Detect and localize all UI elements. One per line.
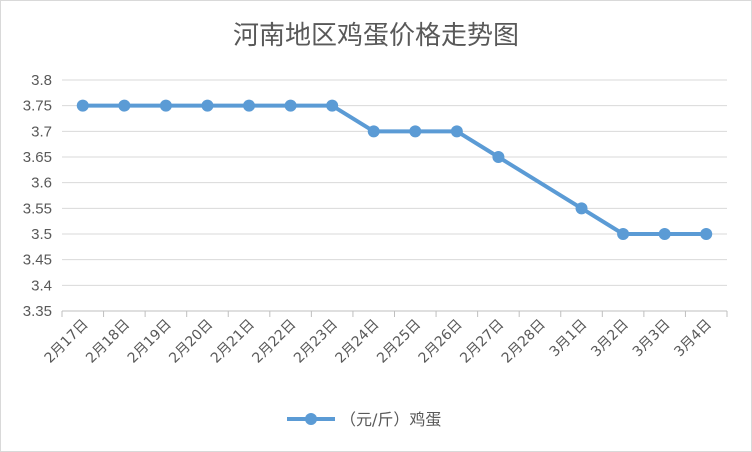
x-tick-label: 3月1日 bbox=[547, 317, 591, 361]
data-point bbox=[450, 125, 463, 138]
y-tick-label: 3.8 bbox=[31, 72, 52, 89]
x-tick-label: 2月28日 bbox=[499, 317, 549, 367]
data-point bbox=[284, 99, 297, 112]
y-tick-label: 3.7 bbox=[31, 123, 52, 140]
chart-title: 河南地区鸡蛋价格走势图 bbox=[233, 21, 519, 51]
axes bbox=[61, 310, 728, 317]
x-tick-label: 2月20日 bbox=[166, 317, 216, 367]
data-point bbox=[159, 99, 172, 112]
grid-lines bbox=[62, 79, 727, 312]
x-tick-label: 2月18日 bbox=[83, 317, 133, 367]
y-tick-label: 3.55 bbox=[23, 200, 52, 217]
data-point bbox=[658, 228, 671, 240]
x-tick-label: 2月27日 bbox=[457, 317, 507, 367]
x-tick-label: 3月2日 bbox=[588, 317, 632, 361]
data-point bbox=[76, 99, 89, 112]
x-tick-labels: 2月17日2月18日2月19日2月20日2月21日2月22日2月23日2月24日… bbox=[42, 317, 715, 367]
data-point bbox=[243, 99, 256, 112]
y-tick-label: 3.45 bbox=[23, 252, 52, 269]
x-tick-label: 2月24日 bbox=[333, 317, 383, 367]
data-point bbox=[492, 151, 505, 163]
y-tick-label: 3.65 bbox=[23, 149, 52, 166]
x-tick-label: 3月3日 bbox=[630, 317, 674, 361]
data-point bbox=[617, 228, 630, 240]
y-tick-label: 3.4 bbox=[31, 277, 52, 294]
y-tick-labels: 3.35 3.4 3.45 3.5 3.55 3.6 3.65 3.7 3.75 3.8 bbox=[23, 72, 52, 320]
data-point bbox=[575, 202, 588, 215]
data-point bbox=[326, 99, 339, 112]
legend-label: （元/斤）鸡蛋 bbox=[340, 410, 441, 429]
series-line-path bbox=[82, 103, 707, 236]
x-tick-label: 2月25日 bbox=[374, 317, 424, 367]
legend-swatch-marker bbox=[305, 413, 317, 425]
data-point bbox=[201, 99, 214, 112]
data-point bbox=[409, 125, 422, 138]
data-point bbox=[367, 125, 380, 138]
x-tick-label: 2月17日 bbox=[42, 317, 92, 367]
series-markers bbox=[76, 99, 713, 240]
legend: （元/斤）鸡蛋 bbox=[287, 410, 441, 429]
y-tick-label: 3.6 bbox=[31, 175, 52, 192]
x-tick-label: 2月26日 bbox=[416, 317, 466, 367]
x-tick-label: 3月4日 bbox=[671, 317, 715, 361]
y-tick-label: 3.35 bbox=[23, 303, 52, 320]
y-tick-label: 3.75 bbox=[23, 98, 52, 115]
data-point bbox=[700, 228, 713, 240]
y-tick-label: 3.5 bbox=[31, 226, 52, 243]
x-tick-label: 2月19日 bbox=[125, 317, 175, 367]
x-tick-label: 2月21日 bbox=[208, 317, 258, 367]
series-line bbox=[82, 103, 707, 236]
x-tick-label: 2月22日 bbox=[249, 317, 299, 367]
data-point bbox=[118, 99, 131, 112]
x-tick-label: 2月23日 bbox=[291, 317, 341, 367]
